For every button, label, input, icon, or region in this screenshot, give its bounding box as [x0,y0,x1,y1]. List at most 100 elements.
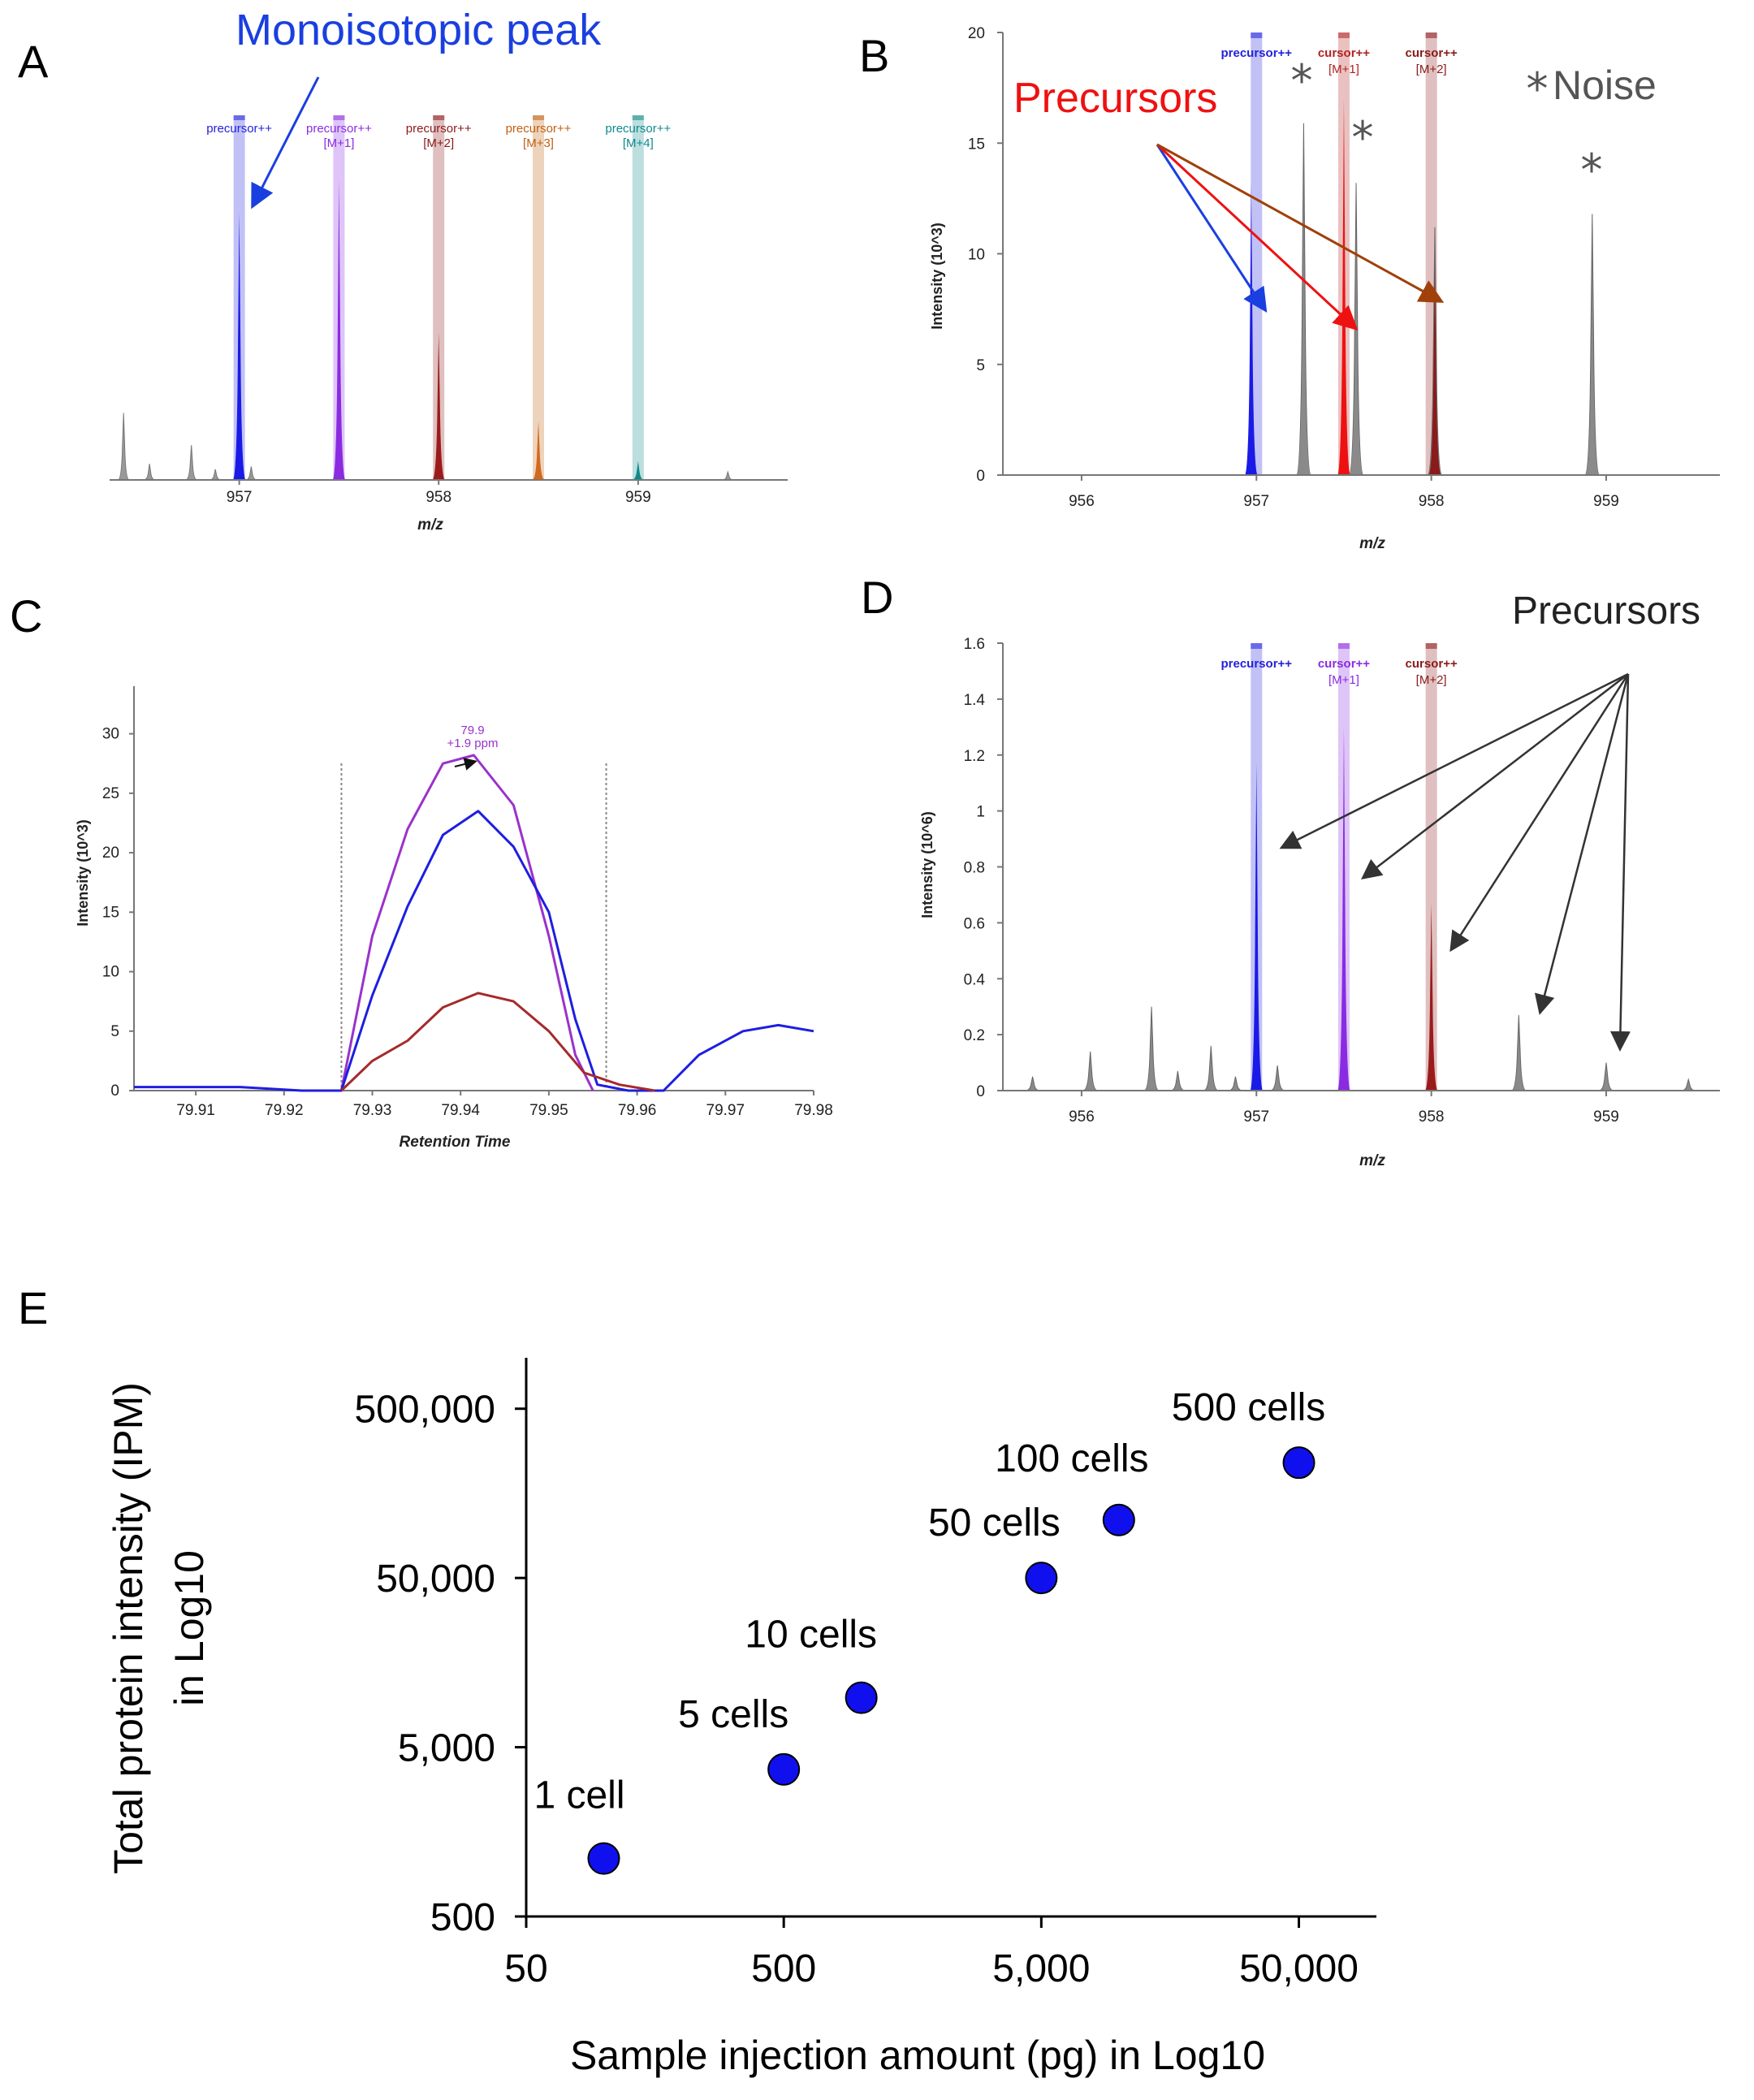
noise-peak [1295,123,1311,476]
noise-asterisk-icon: * [1527,63,1549,115]
panel-b-spectrum: 956 957 958 959 0 5 10 15 20 m/z Intensity (10^3… [929,25,1720,552]
y-tick-label: 25 [102,785,119,802]
data-point-label: 1 cell [534,1774,624,1817]
isotope-band-cap [233,115,245,120]
isotope-label: cursor++ [1318,46,1370,60]
data-point-label: 100 cells [995,1437,1148,1480]
chromatogram-trace [339,754,594,1091]
isotope-band [533,115,545,480]
isotope-sublabel: [M+1] [1328,63,1359,76]
data-point-label: 50 cells [928,1502,1061,1545]
y-tick-label: 0.2 [964,1027,985,1044]
y-tick-label: 0.6 [964,915,985,932]
isotope-peak [1337,727,1350,1091]
noise-peak [1170,1070,1186,1091]
y-tick-label: 0.4 [964,971,986,988]
x-tick-label: 957 [227,489,253,506]
x-tick-label: 79.98 [794,1102,833,1119]
x-tick-label: 50,000 [1239,1947,1359,1990]
panel-c-chromatogram: 79.91 79.92 79.93 79.94 79.95 79.96 79.97 79.98… [75,686,833,1151]
noise-peak [245,466,257,481]
isotope-band [632,115,644,480]
isotope-label: cursor++ [1318,657,1370,671]
y-tick-label: 5,000 [398,1727,495,1770]
noise-peak [1511,1015,1527,1091]
y-tick-label: 50,000 [376,1558,495,1601]
panel-label-e: E [18,1282,48,1333]
noise-peak [1348,183,1364,476]
panel-e-y-title-line2: in Log10 [166,1550,212,1706]
noise-asterisk-icon: * [1352,112,1374,163]
panel-e-x-title: Sample injection amount (pg) in Log10 [570,2033,1265,2078]
isotope-band-cap [533,115,545,120]
panel-label-b: B [859,30,889,81]
chromatogram-trace [134,810,814,1092]
precursor-arrow [1449,673,1630,953]
isotope-sublabel: [M+4] [623,136,654,150]
arrow-precursor-m [1156,144,1268,313]
panel-c-y-title: Intensity (10^3) [75,819,91,927]
x-tick-label: 79.96 [618,1102,657,1119]
y-tick-label: 20 [102,845,119,862]
isotope-band-cap [333,115,345,120]
panel-b-x-title: m/z [1359,535,1385,552]
isotope-band-cap [1425,643,1437,649]
isotope-sublabel: [M+2] [1416,63,1447,76]
isotope-label: cursor++ [1406,657,1458,671]
isotope-band-cap [1337,32,1350,38]
isotope-band-cap [1251,643,1263,649]
isotope-peak [1424,903,1438,1091]
isotope-peak [1250,763,1264,1091]
x-tick-label: 958 [426,489,451,506]
x-tick-label: 959 [625,489,651,506]
data-point-label: 500 cells [1172,1386,1325,1429]
isotope-sublabel: [M+2] [1416,673,1447,687]
noise-peak [1025,1076,1040,1091]
isotope-band [1251,32,1263,475]
precursor-arrow [1279,672,1629,849]
isotope-peak [1337,98,1350,475]
y-tick-label: 15 [102,904,119,921]
panel-c-x-title: Retention Time [400,1134,511,1151]
y-tick-label: 1.2 [964,748,985,765]
data-point [587,1842,620,1875]
isotope-peak [631,460,645,480]
y-tick-label: 0 [976,468,985,485]
data-point-label: 10 cells [745,1614,877,1657]
isotope-band-cap [1337,643,1350,649]
y-tick-label: 500,000 [354,1389,495,1432]
apex-rt-label: 79.9 [460,724,484,737]
y-tick-label: 1.6 [964,636,985,653]
precursor-arrow [1609,673,1631,1052]
y-tick-label: 20 [968,25,985,42]
noise-peak [1584,214,1601,476]
isotope-peak [1428,262,1441,475]
noise-peak [1681,1078,1696,1091]
noise-peak [1203,1045,1219,1091]
data-point [845,1681,878,1714]
y-tick-label: 1 [976,804,985,821]
isotope-sublabel: [M+1] [323,136,354,150]
x-tick-label: 79.95 [529,1102,568,1119]
isotope-sublabel: [M+3] [523,136,554,150]
isotope-band [1425,643,1437,1091]
x-tick-label: 5,000 [992,1947,1090,1990]
monoisotopic-arrow [251,76,320,210]
arrow-precursor-m1 [1156,143,1359,331]
isotope-sublabel: [M+1] [1328,673,1359,687]
data-point [1282,1446,1316,1480]
x-tick-label: 958 [1419,493,1445,510]
noise-annotation: Noise [1553,63,1657,108]
isotope-peak [532,421,546,480]
data-point-label: 5 cells [678,1693,788,1736]
panel-d-x-title: m/z [1359,1152,1385,1169]
y-tick-label: 500 [430,1896,495,1939]
y-tick-label: 0 [976,1083,985,1100]
x-tick-label: 956 [1069,1108,1095,1126]
data-point [767,1752,801,1786]
isotope-band-cap [1425,32,1437,38]
y-tick-label: 5 [110,1023,119,1040]
panel-d-y-title: Intensity (10^6) [919,811,935,918]
